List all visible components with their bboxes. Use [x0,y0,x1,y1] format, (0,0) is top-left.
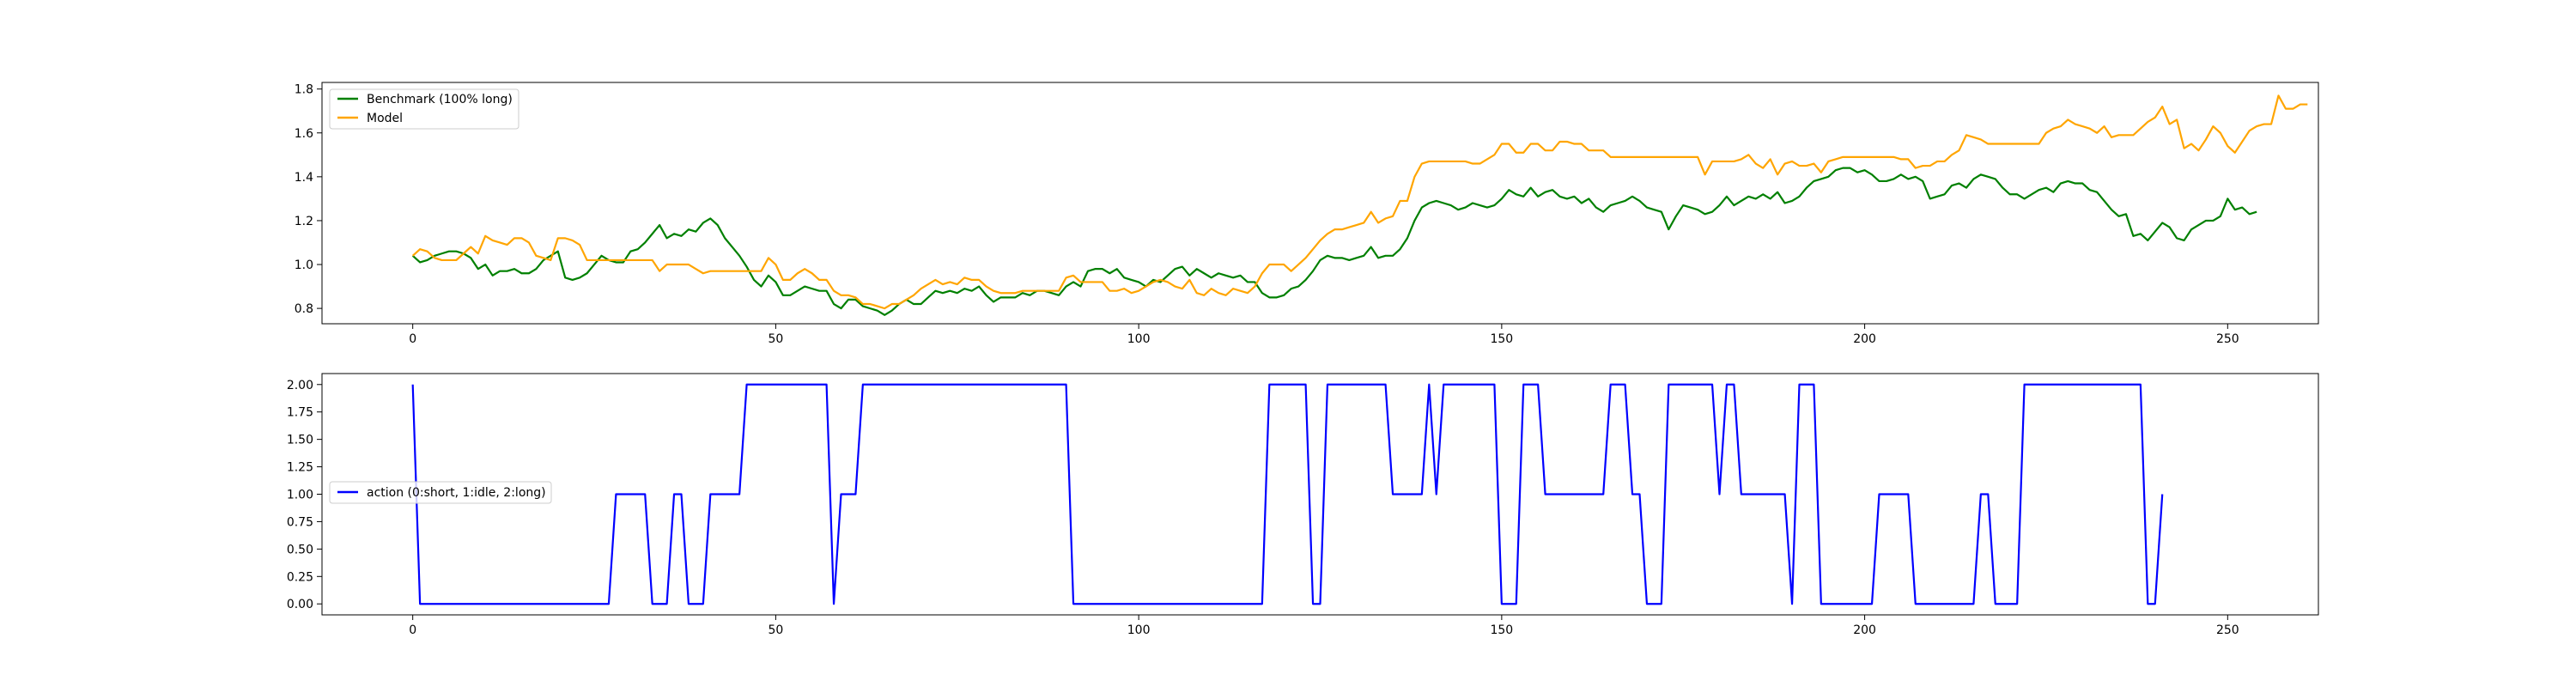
bottom-y-tick-label: 1.75 [287,406,313,420]
top-plot-frame [321,82,2319,325]
bottom-y-tick-label: 0.50 [287,543,313,556]
top-x-tick-label: 100 [1127,332,1151,346]
top-legend: Benchmark (100% long) Model [329,88,519,130]
legend-label-model: Model [367,112,403,125]
bottom-legend-box [329,481,552,504]
top-y-tick-label: 1.4 [295,171,313,185]
top-y-tick-label: 1.0 [295,258,313,272]
top-y-axis: 0.8 1.0 1.2 1.4 1.6 1.8 [295,83,322,316]
top-series [411,94,2308,316]
bottom-y-tick-label: 0.25 [287,570,313,584]
bottom-x-tick-label: 100 [1127,623,1151,637]
bottom-x-tick-label: 0 [409,623,416,637]
legend-label-benchmark: Benchmark (100% long) [367,93,513,106]
top-x-axis: 0 50 100 150 200 250 [409,324,2239,346]
bottom-legend: action (0:short, 1:idle, 2:long) [329,481,552,504]
top-legend-box [329,88,519,130]
top-x-tick-label: 150 [1490,332,1513,346]
bottom-y-tick-label: 0.00 [287,598,313,611]
bottom-y-tick-label: 1.25 [287,461,313,475]
top-x-tick-label: 250 [2216,332,2239,346]
bottom-x-axis: 0 50 100 150 200 250 [409,615,2239,637]
bottom-x-tick-label: 250 [2216,623,2239,637]
bottom-x-tick-label: 150 [1490,623,1513,637]
top-y-tick-label: 0.8 [295,302,313,316]
top-chart: 0 50 100 150 200 250 0.8 1.0 1.2 1.4 1.6 1.8 Bench… [295,82,2319,346]
bottom-y-axis: 0.00 0.25 0.50 0.75 1.00 1.25 1.50 1.75 2.00 [287,379,322,611]
top-x-tick-label: 200 [1853,332,1876,346]
bottom-y-tick-label: 2.00 [287,379,313,392]
series-line-benchmark [411,167,2257,316]
top-x-tick-label: 50 [768,332,783,346]
bottom-y-tick-label: 1.50 [287,434,313,447]
series-line-model [411,94,2308,310]
bottom-x-tick-label: 50 [768,623,783,637]
bottom-series [411,383,2164,605]
top-x-tick-label: 0 [409,332,416,346]
bottom-y-tick-label: 1.00 [287,489,313,502]
top-y-tick-label: 1.2 [295,215,313,228]
bottom-x-tick-label: 200 [1853,623,1876,637]
top-y-tick-label: 1.8 [295,83,313,97]
top-y-tick-label: 1.6 [295,127,313,141]
bottom-y-tick-label: 0.75 [287,515,313,529]
bottom-chart: 0 50 100 150 200 250 0.00 0.25 0.50 0.75 1.00 1.25… [287,373,2319,637]
legend-label-action: action (0:short, 1:idle, 2:long) [367,486,546,500]
series-line-action [411,383,2164,605]
